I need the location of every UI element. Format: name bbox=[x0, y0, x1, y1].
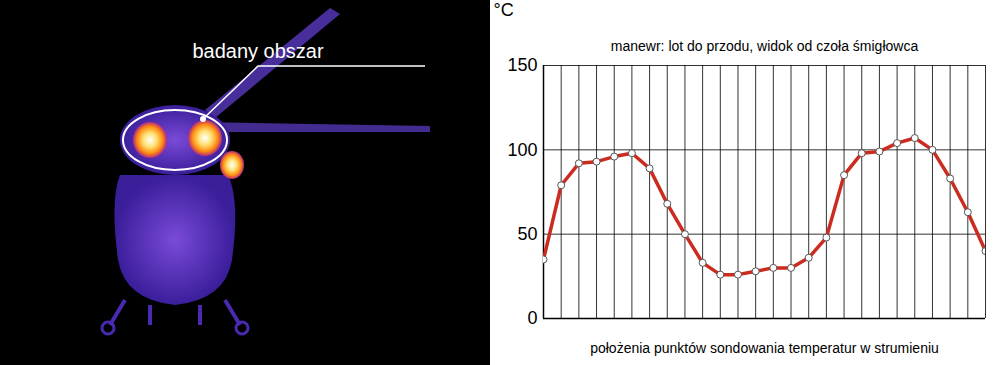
svg-text:50: 50 bbox=[517, 224, 537, 244]
svg-text:badany obszar: badany obszar bbox=[192, 40, 324, 62]
svg-text:150: 150 bbox=[507, 55, 537, 75]
svg-text:°C: °C bbox=[494, 0, 514, 20]
svg-text:położenia punktów sondowania t: położenia punktów sondowania temperatur … bbox=[590, 340, 939, 356]
svg-text:100: 100 bbox=[507, 140, 537, 160]
svg-text:0: 0 bbox=[527, 308, 537, 328]
svg-text:manewr: lot do przodu, widok o: manewr: lot do przodu, widok od czoła śm… bbox=[611, 38, 919, 54]
